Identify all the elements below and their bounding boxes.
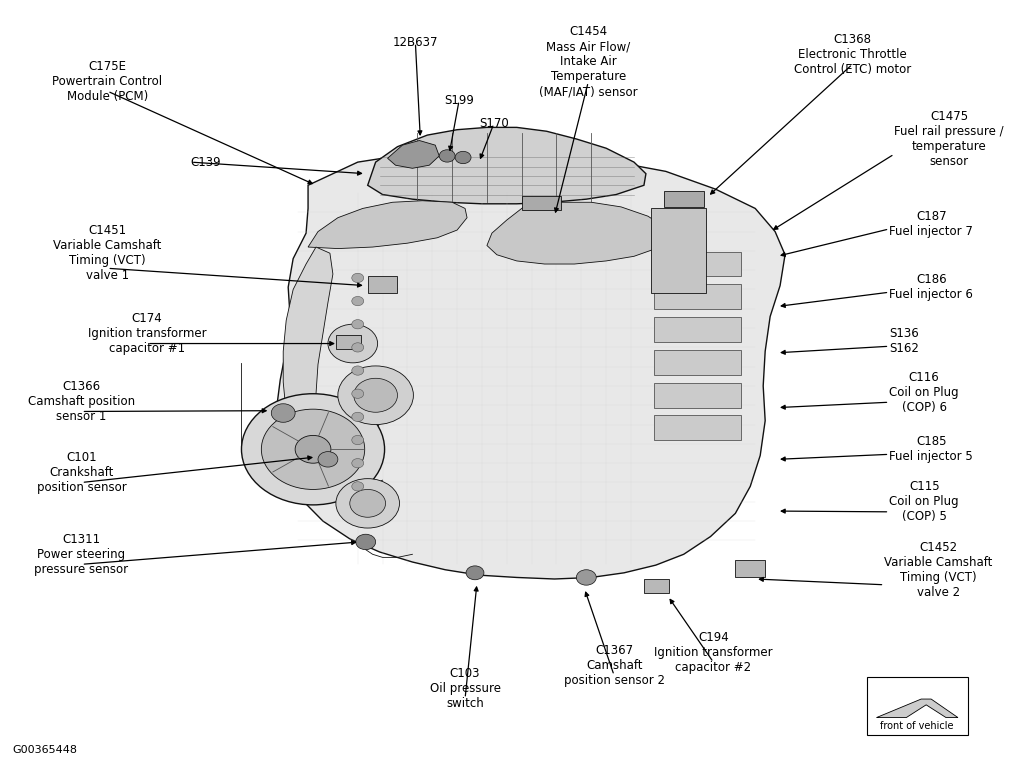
- Circle shape: [261, 409, 365, 489]
- Circle shape: [352, 343, 364, 352]
- Circle shape: [328, 324, 378, 363]
- Circle shape: [242, 394, 385, 505]
- Circle shape: [352, 320, 364, 329]
- Bar: [735, 560, 765, 577]
- Bar: [664, 191, 703, 207]
- Circle shape: [336, 479, 399, 528]
- Polygon shape: [387, 141, 439, 168]
- Text: G00365448: G00365448: [12, 745, 77, 755]
- Text: front of vehicle: front of vehicle: [881, 721, 954, 731]
- Circle shape: [318, 452, 338, 467]
- Bar: [651, 208, 706, 293]
- Text: C1452
Variable Camshaft
Timing (VCT)
valve 2: C1452 Variable Camshaft Timing (VCT) val…: [885, 540, 993, 599]
- Circle shape: [271, 404, 295, 422]
- Text: C1311
Power steering
pressure sensor: C1311 Power steering pressure sensor: [35, 533, 129, 576]
- Bar: [654, 252, 741, 276]
- Circle shape: [466, 566, 484, 580]
- Text: C194
Ignition transformer
capacitor #2: C194 Ignition transformer capacitor #2: [654, 631, 773, 674]
- Circle shape: [352, 273, 364, 283]
- Text: 12B637: 12B637: [392, 36, 438, 49]
- Text: S170: S170: [479, 117, 509, 130]
- Text: C116
Coil on Plug
(COP) 6: C116 Coil on Plug (COP) 6: [890, 371, 959, 414]
- Circle shape: [353, 378, 397, 412]
- Text: S199: S199: [444, 94, 474, 107]
- Bar: [654, 317, 741, 342]
- Circle shape: [352, 412, 364, 422]
- Circle shape: [352, 435, 364, 445]
- Polygon shape: [284, 247, 333, 452]
- Circle shape: [439, 150, 455, 162]
- Polygon shape: [877, 699, 958, 718]
- Bar: [654, 383, 741, 408]
- Bar: [654, 284, 741, 309]
- Circle shape: [577, 570, 596, 585]
- Text: C174
Ignition transformer
capacitor #1: C174 Ignition transformer capacitor #1: [88, 312, 207, 355]
- Text: C101
Crankshaft
position sensor: C101 Crankshaft position sensor: [37, 451, 126, 494]
- Polygon shape: [308, 201, 467, 249]
- Polygon shape: [487, 202, 668, 264]
- Circle shape: [352, 459, 364, 468]
- Text: C139: C139: [190, 156, 221, 168]
- Bar: [336, 335, 360, 349]
- Text: C103
Oil pressure
switch: C103 Oil pressure switch: [429, 667, 501, 710]
- Text: C1367
Camshaft
position sensor 2: C1367 Camshaft position sensor 2: [563, 644, 665, 687]
- Text: C186
Fuel injector 6: C186 Fuel injector 6: [890, 273, 973, 301]
- Text: S136
S162: S136 S162: [890, 327, 920, 355]
- Circle shape: [355, 534, 376, 550]
- Circle shape: [350, 489, 386, 517]
- Bar: [521, 196, 561, 210]
- Bar: [654, 415, 741, 440]
- Bar: [866, 677, 968, 735]
- Text: C175E
Powertrain Control
Module (PCM): C175E Powertrain Control Module (PCM): [52, 59, 163, 103]
- Polygon shape: [368, 127, 646, 204]
- Circle shape: [352, 366, 364, 375]
- Circle shape: [455, 151, 471, 164]
- Circle shape: [338, 366, 414, 425]
- Text: C1451
Variable Camshaft
Timing (VCT)
valve 1: C1451 Variable Camshaft Timing (VCT) val…: [53, 224, 162, 283]
- Circle shape: [352, 296, 364, 306]
- Text: C185
Fuel injector 5: C185 Fuel injector 5: [890, 435, 973, 463]
- Circle shape: [352, 482, 364, 491]
- Text: C1368
Electronic Throttle
Control (ETC) motor: C1368 Electronic Throttle Control (ETC) …: [794, 32, 911, 76]
- Text: C1366
Camshaft position
sensor 1: C1366 Camshaft position sensor 1: [28, 380, 135, 423]
- Bar: [654, 350, 741, 375]
- Text: C1475
Fuel rail pressure /
temperature
sensor: C1475 Fuel rail pressure / temperature s…: [894, 110, 1004, 168]
- Text: C187
Fuel injector 7: C187 Fuel injector 7: [890, 210, 973, 238]
- Text: C115
Coil on Plug
(COP) 5: C115 Coil on Plug (COP) 5: [890, 480, 959, 523]
- Polygon shape: [276, 148, 785, 579]
- Circle shape: [295, 435, 331, 463]
- Text: C1454
Mass Air Flow/
Intake Air
Temperature
(MAF/IAT) sensor: C1454 Mass Air Flow/ Intake Air Temperat…: [539, 25, 638, 98]
- Circle shape: [352, 389, 364, 398]
- Bar: [644, 579, 669, 593]
- Bar: [368, 276, 397, 293]
